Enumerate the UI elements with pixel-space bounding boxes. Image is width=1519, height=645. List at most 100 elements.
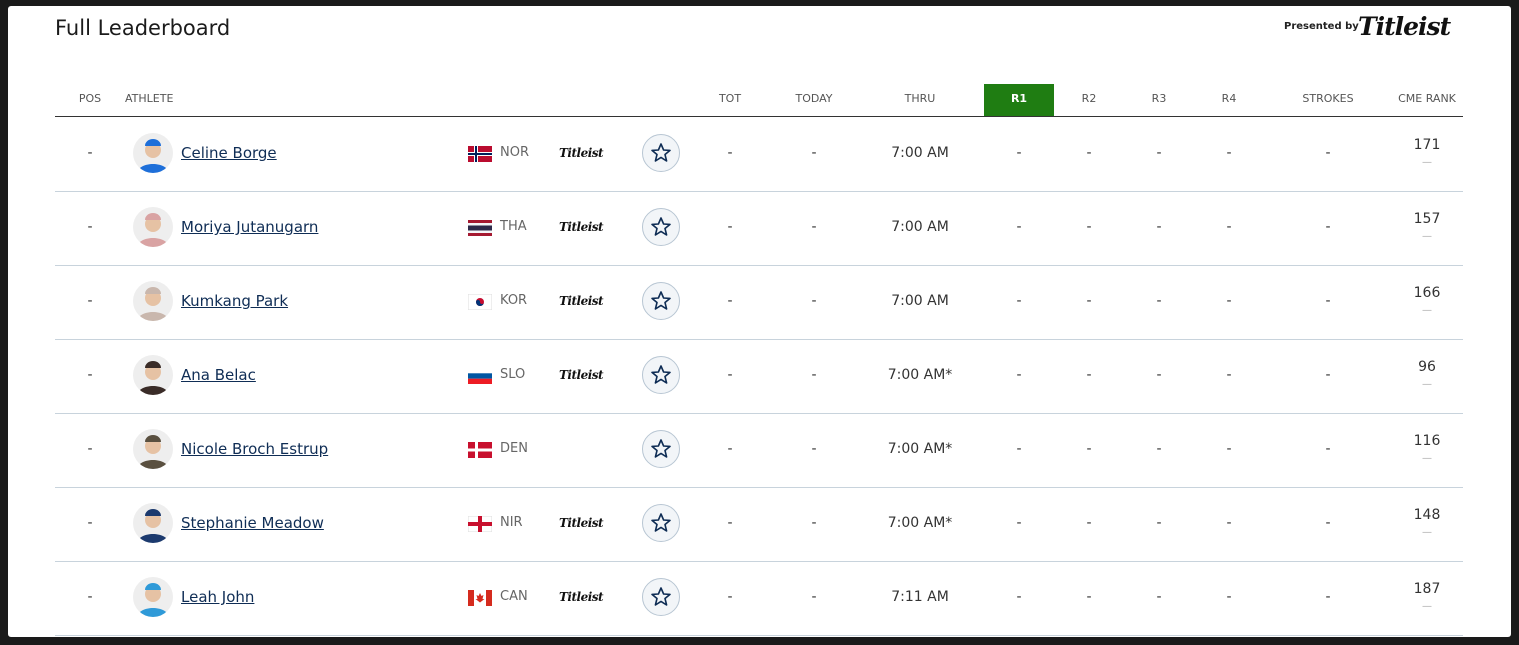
cell-thru: 7:11 AM <box>891 589 949 605</box>
presented-by: Presented by <box>1284 21 1359 32</box>
cell-r4: - <box>1226 441 1232 457</box>
avatar <box>133 207 173 247</box>
column-header: CME RANK <box>1398 92 1456 105</box>
cell-r1: - <box>1016 219 1022 235</box>
cell-r4: - <box>1226 219 1232 235</box>
rank-movement: — <box>1422 231 1432 242</box>
favorite-button[interactable] <box>642 282 680 320</box>
flag <box>468 368 492 384</box>
flag <box>468 146 492 162</box>
cme-rank: 148 <box>1413 507 1441 523</box>
cell-thru: 7:00 AM <box>891 293 949 309</box>
rank-movement: — <box>1422 157 1432 168</box>
country-code: NOR <box>500 145 529 160</box>
favorite-button[interactable] <box>642 578 680 616</box>
cell-today: - <box>811 367 817 383</box>
cell-r1: - <box>1016 515 1022 531</box>
cell-thru: 7:00 AM* <box>887 367 953 383</box>
cell-strokes: - <box>1325 589 1331 605</box>
cell-r2: - <box>1086 145 1092 161</box>
table-row: - - - 7:00 AM* - - - - - Stephanie Meadow NIR Title… <box>55 487 1463 562</box>
column-header: R1 <box>1010 92 1028 105</box>
cell-tot: - <box>727 293 733 309</box>
column-header: R3 <box>1151 92 1167 105</box>
avatar <box>133 503 173 543</box>
divider <box>55 116 1463 117</box>
column-header: THRU <box>904 92 936 105</box>
cell-today: - <box>811 145 817 161</box>
athlete-name[interactable]: Stephanie Meadow <box>181 514 324 532</box>
cell-strokes: - <box>1325 441 1331 457</box>
favorite-button[interactable] <box>642 356 680 394</box>
column-header: TOT <box>718 92 742 105</box>
cell-thru: 7:00 AM <box>891 219 949 235</box>
avatar <box>133 281 173 321</box>
sponsor-logo: Titleist <box>559 368 604 382</box>
cme-rank: 171 <box>1413 137 1441 153</box>
athlete-name[interactable]: Moriya Jutanugarn <box>181 218 319 236</box>
cell-r3: - <box>1156 441 1162 457</box>
flag <box>468 220 492 236</box>
cell-r2: - <box>1086 219 1092 235</box>
column-header: R2 <box>1081 92 1097 105</box>
cell-pos: - <box>87 293 93 309</box>
athlete-name[interactable]: Celine Borge <box>181 144 277 162</box>
favorite-button[interactable] <box>642 208 680 246</box>
cell-tot: - <box>727 441 733 457</box>
country-code: NIR <box>500 515 523 530</box>
cell-r4: - <box>1226 293 1232 309</box>
athlete-name[interactable]: Nicole Broch Estrup <box>181 440 329 458</box>
cell-r1: - <box>1016 589 1022 605</box>
sponsor-logo: Titleist <box>559 146 604 160</box>
rank-movement: — <box>1422 453 1432 464</box>
cell-tot: - <box>727 219 733 235</box>
cell-r2: - <box>1086 515 1092 531</box>
favorite-button[interactable] <box>642 504 680 542</box>
athlete-name[interactable]: Ana Belac <box>181 366 256 384</box>
cell-today: - <box>811 441 817 457</box>
rank-movement: — <box>1422 305 1432 316</box>
cell-r3: - <box>1156 589 1162 605</box>
cell-thru: 7:00 AM* <box>887 441 953 457</box>
table-row: - - - 7:00 AM* - - - - - Ana Belac SLO Titleist 96 — <box>55 339 1463 414</box>
cell-strokes: - <box>1325 515 1331 531</box>
column-header: TODAY <box>795 92 833 105</box>
cme-rank: 166 <box>1413 285 1441 301</box>
cell-r2: - <box>1086 441 1092 457</box>
cell-strokes: - <box>1325 293 1331 309</box>
country-code: KOR <box>500 293 528 308</box>
cell-pos: - <box>87 441 93 457</box>
favorite-button[interactable] <box>642 134 680 172</box>
cme-rank: 116 <box>1413 433 1441 449</box>
cell-r3: - <box>1156 219 1162 235</box>
favorite-button[interactable] <box>642 430 680 468</box>
cell-r4: - <box>1226 145 1232 161</box>
table-row: - - - 7:11 AM - - - - - Leah John CAN Titleist 187 — <box>55 561 1463 636</box>
cell-pos: - <box>87 367 93 383</box>
avatar <box>133 133 173 173</box>
cell-r4: - <box>1226 367 1232 383</box>
sponsor-logo: Titleist <box>559 516 604 530</box>
cell-r3: - <box>1156 515 1162 531</box>
cell-tot: - <box>727 145 733 161</box>
cell-today: - <box>811 219 817 235</box>
leaderboard: Full Leaderboard Presented by Titleist P… <box>8 6 1511 637</box>
athlete-name[interactable]: Kumkang Park <box>181 292 289 310</box>
cell-today: - <box>811 293 817 309</box>
cell-pos: - <box>87 219 93 235</box>
sponsor-logo: Titleist <box>559 590 604 604</box>
cell-strokes: - <box>1325 219 1331 235</box>
cell-strokes: - <box>1325 367 1331 383</box>
country-code: CAN <box>500 589 528 604</box>
column-header: STROKES <box>1302 92 1354 105</box>
flag <box>467 293 493 311</box>
athlete-name[interactable]: Leah John <box>181 588 255 606</box>
cell-pos: - <box>87 145 93 161</box>
country-code: THA <box>500 219 527 234</box>
rank-movement: — <box>1422 379 1432 390</box>
sponsor-logo: Titleist <box>559 294 604 308</box>
avatar <box>133 577 173 617</box>
table-row: - - - 7:00 AM* - - - - - Nicole Broch Estrup DEN 11… <box>55 413 1463 488</box>
cell-tot: - <box>727 367 733 383</box>
